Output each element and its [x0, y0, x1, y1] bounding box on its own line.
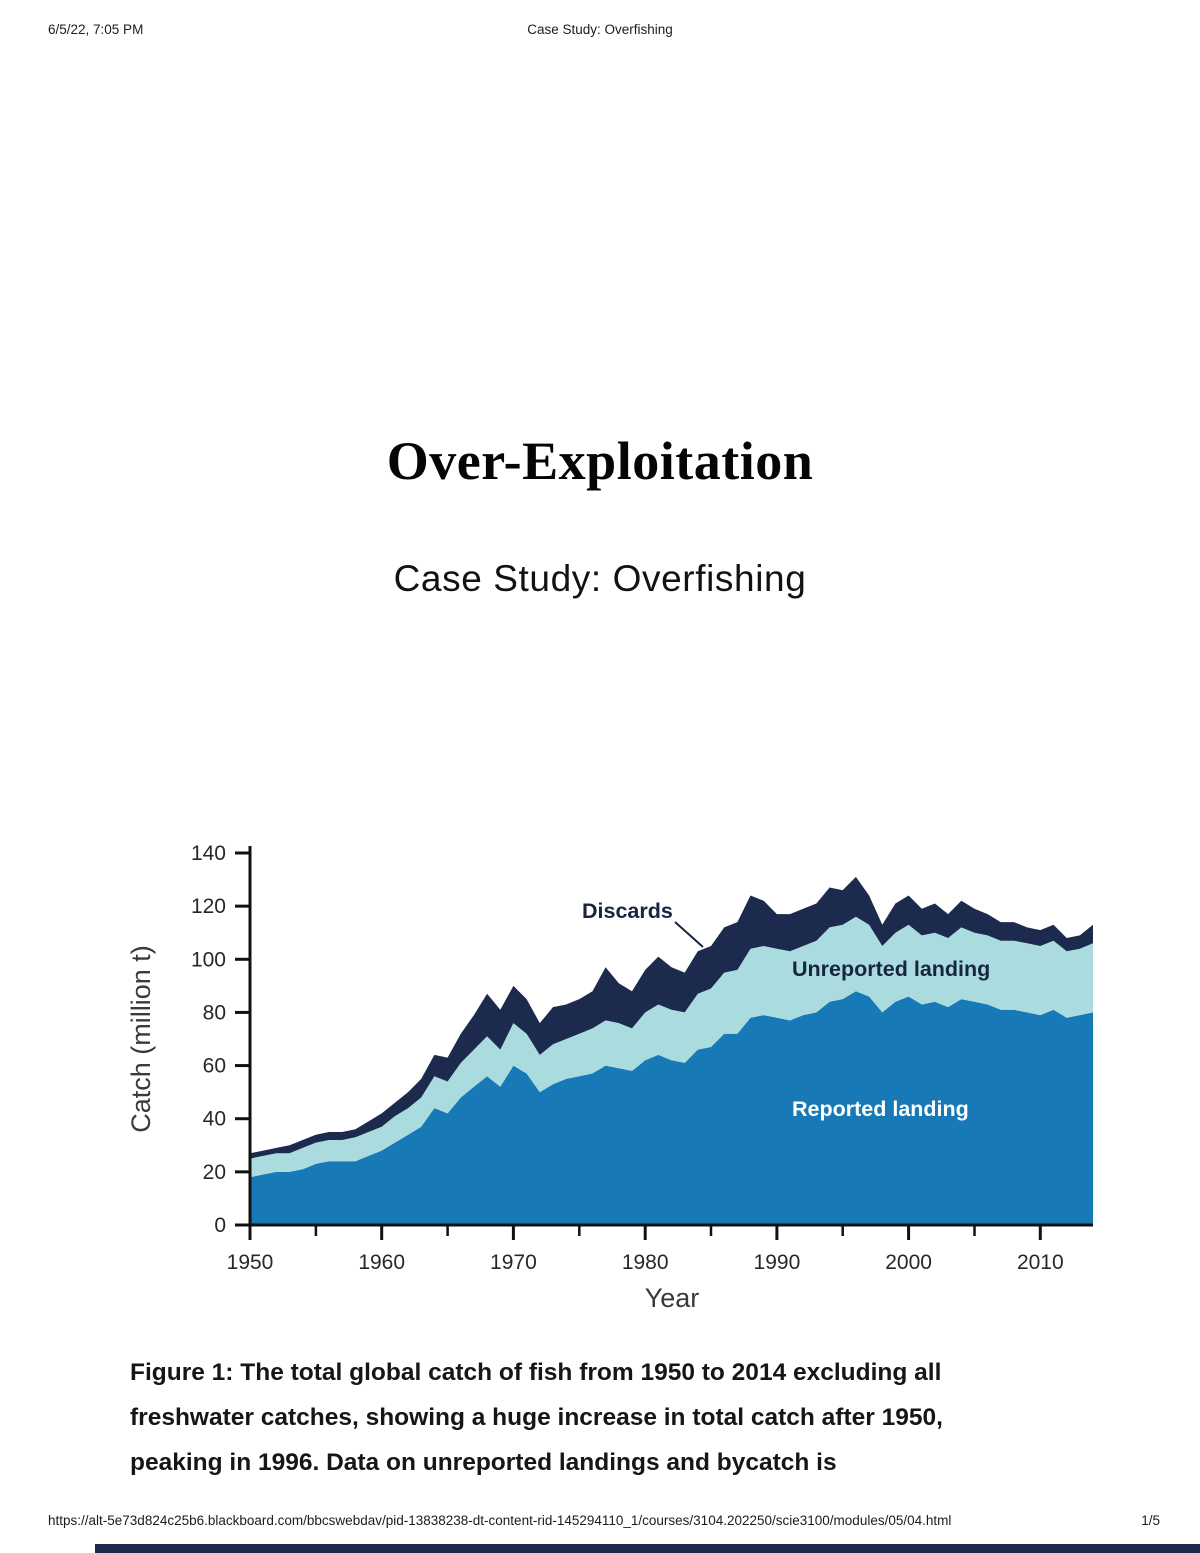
figure-caption: Figure 1: The total global catch of fish…	[130, 1350, 1070, 1485]
y-axis-title: Catch (million t)	[126, 945, 156, 1133]
page-title: Over-Exploitation	[386, 431, 814, 491]
y-tick-label: 60	[203, 1055, 226, 1078]
discards-label: Discards	[582, 899, 673, 923]
y-tick-label: 80	[203, 1001, 226, 1024]
x-tick-label: 1980	[622, 1251, 669, 1274]
figure-1-chart: 0 20 40 60 80 100 120 140 1950 1960 1970 1980 1990 20…	[110, 830, 1110, 1330]
header-doc-title: Case Study: Overfishing	[527, 22, 673, 37]
x-tick-label: 1960	[358, 1251, 405, 1274]
unreported-landing-label: Unreported landing	[792, 957, 990, 981]
x-tick-label: 2000	[885, 1251, 932, 1274]
caption-line-1: Figure 1: The total global catch of fish…	[130, 1350, 1070, 1395]
y-tick-label: 140	[191, 842, 226, 865]
y-tick-label: 120	[191, 895, 226, 918]
discards-pointer-line	[674, 921, 704, 948]
caption-line-1-text: : The total global catch of fish from 19…	[225, 1359, 942, 1386]
footer-page-number: 1/5	[1141, 1513, 1160, 1528]
reported-landing-label: Reported landing	[792, 1097, 969, 1121]
unreported-landing-area	[250, 916, 1093, 1178]
y-tick-label: 40	[203, 1108, 226, 1131]
y-tick-label: 20	[203, 1161, 226, 1184]
y-tick-label: 0	[214, 1214, 226, 1237]
x-tick-label: 1990	[754, 1251, 801, 1274]
next-page-banner-edge	[95, 1544, 1200, 1553]
caption-line-2: freshwater catches, showing a huge incre…	[130, 1404, 943, 1431]
stacked-area-chart: 0 20 40 60 80 100 120 140 1950 1960 1970 1980 1990 20…	[126, 842, 1093, 1313]
x-tick-label: 2010	[1017, 1251, 1064, 1274]
x-tick-label: 1970	[490, 1251, 537, 1274]
caption-figure-label: Figure 1	[130, 1359, 226, 1386]
header-datetime: 6/5/22, 7:05 PM	[48, 22, 144, 37]
footer-url: https://alt-5e73d824c25b6.blackboard.com…	[48, 1513, 952, 1528]
page-subtitle: Case Study: Overfishing	[393, 558, 807, 599]
x-tick-label: 1950	[227, 1251, 274, 1274]
caption-line-3: peaking in 1996. Data on unreported land…	[130, 1449, 837, 1476]
x-axis-title: Year	[645, 1283, 700, 1313]
print-footer: https://alt-5e73d824c25b6.blackboard.com…	[48, 1513, 1160, 1528]
y-tick-label: 100	[191, 948, 226, 971]
reported-landing-area	[250, 991, 1093, 1225]
print-header: 6/5/22, 7:05 PM Case Study: Overfishing	[0, 22, 1200, 42]
